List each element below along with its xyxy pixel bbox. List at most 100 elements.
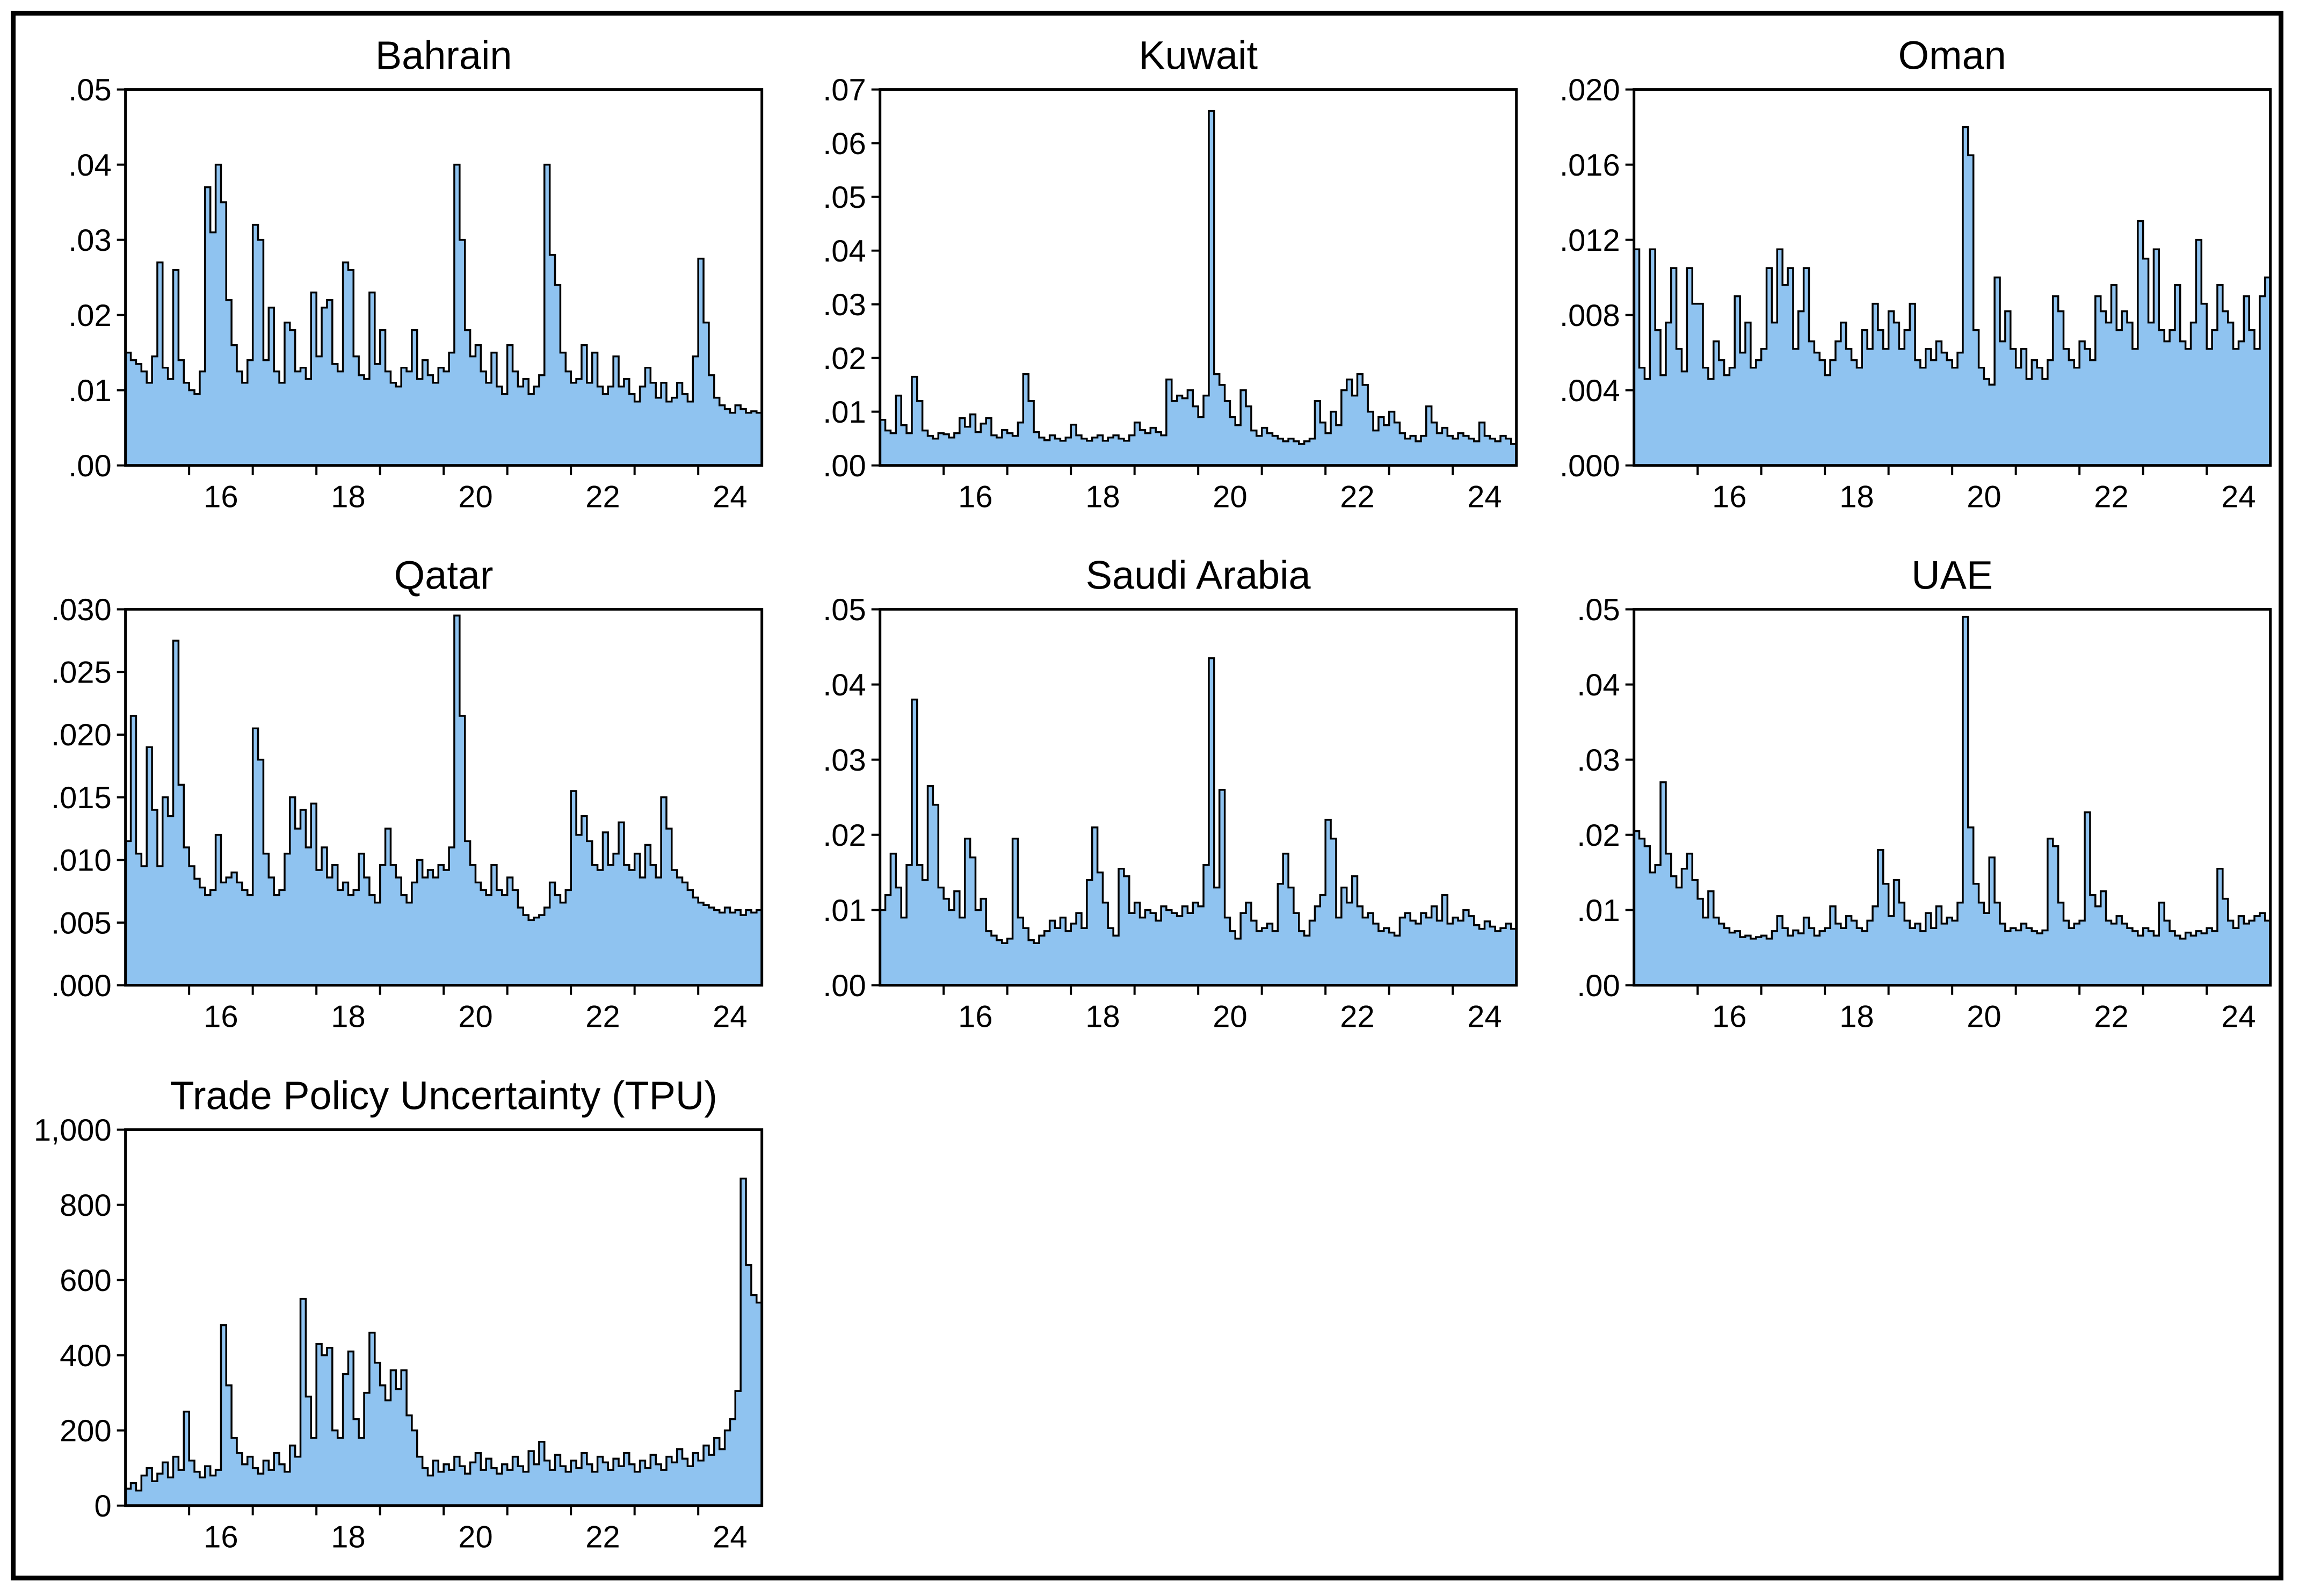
x-tick-label: 20 <box>458 480 492 514</box>
chart-title: Saudi Arabia <box>1085 553 1311 598</box>
x-tick-label: 24 <box>1467 1000 1502 1034</box>
area-series-fill <box>125 164 762 466</box>
chart-title: Qatar <box>394 553 494 598</box>
chart-oman: .000 .004 .008 .012 .016 .020 16 18 20 22 24 Oman <box>1524 16 2279 535</box>
plot-frame <box>1633 88 2272 467</box>
y-tick-label: 1,000 <box>34 1113 112 1148</box>
y-tick-label: .03 <box>823 743 866 778</box>
tpu-area-chart: 0 200 400 600 800 1,000 16 18 20 22 24 Trade Policy… <box>34 1073 764 1554</box>
y-tick-label: .025 <box>51 656 112 690</box>
y-tick-label: .01 <box>68 374 111 408</box>
area-series-outline <box>1634 616 2271 940</box>
x-tick-label: 16 <box>958 480 992 514</box>
chart-title: Trade Policy Uncertainty (TPU) <box>170 1073 717 1118</box>
area-series-outline <box>1634 126 2271 386</box>
empty-cell <box>1524 1056 2279 1576</box>
y-tick-label: .03 <box>68 223 111 258</box>
x-tick-label: 24 <box>2222 480 2256 514</box>
plot-frame <box>124 1128 764 1507</box>
y-tick-label: .02 <box>823 818 866 853</box>
y-tick-label: .000 <box>1560 449 1620 483</box>
x-tick-label: 18 <box>1085 480 1120 514</box>
saudi-arabia-area-chart: .00 .01 .02 .03 .04 .05 16 18 20 22 24 Saudi Arabia <box>823 553 1518 1034</box>
x-tick-label: 20 <box>1213 480 1247 514</box>
x-tick-label: 18 <box>331 1000 365 1034</box>
x-tick-label: 20 <box>1213 1000 1247 1034</box>
y-tick-label: .010 <box>51 844 112 878</box>
y-tick-label: .07 <box>823 73 866 107</box>
plot-frame <box>878 608 1518 987</box>
y-tick-label: .03 <box>823 288 866 322</box>
y-tick-label: .05 <box>823 593 866 627</box>
x-tick-label: 18 <box>1840 480 1874 514</box>
x-tick-label: 24 <box>2222 1000 2256 1034</box>
chart-grid: .00 .01 .02 .03 .04 .05 16 18 20 22 24 Bahrain .00.… <box>16 16 2279 1576</box>
x-tick-label: 22 <box>1340 480 1374 514</box>
y-tick-label: .016 <box>1560 148 1620 183</box>
uae-area-chart: .00 .01 .02 .03 .04 .05 16 18 20 22 24 UAE <box>1577 553 2272 1034</box>
chart-saudi-arabia: .00 .01 .02 .03 .04 .05 16 18 20 22 24 Saudi Arabia <box>770 535 1525 1055</box>
area-series-fill <box>1634 616 2271 986</box>
empty-cell <box>770 1056 1525 1576</box>
area-series-outline <box>125 614 762 922</box>
y-tick-label: 600 <box>60 1264 112 1298</box>
plot-frame <box>124 88 764 467</box>
chart-tpu: 0 200 400 600 800 1,000 16 18 20 22 24 Trade Policy… <box>16 1056 770 1576</box>
x-tick-label: 18 <box>1840 1000 1874 1034</box>
y-tick-label: .00 <box>823 449 866 483</box>
area-series-outline <box>880 657 1517 945</box>
oman-area-chart: .000 .004 .008 .012 .016 .020 16 18 20 22 24 Oman <box>1560 33 2272 514</box>
kuwait-area-chart: .00 .01 .02 .03 .04 .05 .06 .07 16 18 20 22 24 Kuwait <box>823 33 1518 514</box>
area-series-outline <box>880 110 1517 445</box>
y-tick-label: .004 <box>1560 374 1620 408</box>
x-tick-label: 18 <box>331 1520 365 1554</box>
x-tick-label: 20 <box>1967 480 2001 514</box>
bahrain-area-chart: .00 .01 .02 .03 .04 .05 16 18 20 22 24 Bahrain <box>68 33 764 514</box>
x-tick-label: 16 <box>204 480 238 514</box>
chart-title: Kuwait <box>1138 33 1258 78</box>
y-tick-label: .00 <box>1577 969 1620 1003</box>
x-tick-label: 20 <box>1967 1000 2001 1034</box>
y-tick-label: .012 <box>1560 223 1620 258</box>
x-tick-label: 18 <box>331 480 365 514</box>
x-tick-label: 16 <box>958 1000 992 1034</box>
x-tick-label: 24 <box>713 1000 747 1034</box>
x-tick-label: 22 <box>2094 480 2129 514</box>
chart-title: UAE <box>1912 553 1993 598</box>
x-tick-label: 16 <box>1712 1000 1746 1034</box>
x-tick-label: 22 <box>1340 1000 1374 1034</box>
y-tick-label: .020 <box>1560 73 1620 107</box>
y-tick-label: .05 <box>1577 593 1620 627</box>
area-series-outline <box>125 163 762 414</box>
y-tick-label: .00 <box>68 449 111 483</box>
y-tick-label: .04 <box>68 148 111 183</box>
y-tick-label: .03 <box>1577 743 1620 778</box>
area-series-fill <box>125 615 762 986</box>
y-tick-label: .005 <box>51 906 112 941</box>
chart-title: Bahrain <box>375 33 512 78</box>
x-tick-label: 22 <box>585 480 620 514</box>
y-tick-label: .05 <box>68 73 111 107</box>
area-series-outline <box>125 1177 762 1492</box>
y-tick-label: .04 <box>823 668 866 702</box>
y-tick-label: .04 <box>823 234 866 269</box>
y-tick-label: .01 <box>1577 894 1620 928</box>
y-tick-label: .01 <box>823 894 866 928</box>
y-tick-label: .030 <box>51 593 112 627</box>
chart-bahrain: .00 .01 .02 .03 .04 .05 16 18 20 22 24 Bahrain <box>16 16 770 535</box>
area-series-fill <box>880 658 1517 986</box>
x-tick-label: 24 <box>713 480 747 514</box>
x-tick-label: 20 <box>458 1520 492 1554</box>
y-tick-label: .02 <box>823 342 866 376</box>
x-tick-label: 22 <box>585 1520 620 1554</box>
chart-title: Oman <box>1898 33 2006 78</box>
plot-frame <box>1633 608 2272 987</box>
x-tick-label: 18 <box>1085 1000 1120 1034</box>
y-tick-label: .008 <box>1560 299 1620 333</box>
y-tick-label: .015 <box>51 781 112 815</box>
multi-chart-figure: .00 .01 .02 .03 .04 .05 16 18 20 22 24 Bahrain .00.… <box>11 11 2283 1580</box>
chart-qatar: .000 .005 .010 .015 .020 .025 .030 16 18 20 22 24 Qa… <box>16 535 770 1055</box>
y-tick-label: 400 <box>60 1339 112 1373</box>
x-tick-label: 20 <box>458 1000 492 1034</box>
chart-uae: .00 .01 .02 .03 .04 .05 16 18 20 22 24 UAE <box>1524 535 2279 1055</box>
